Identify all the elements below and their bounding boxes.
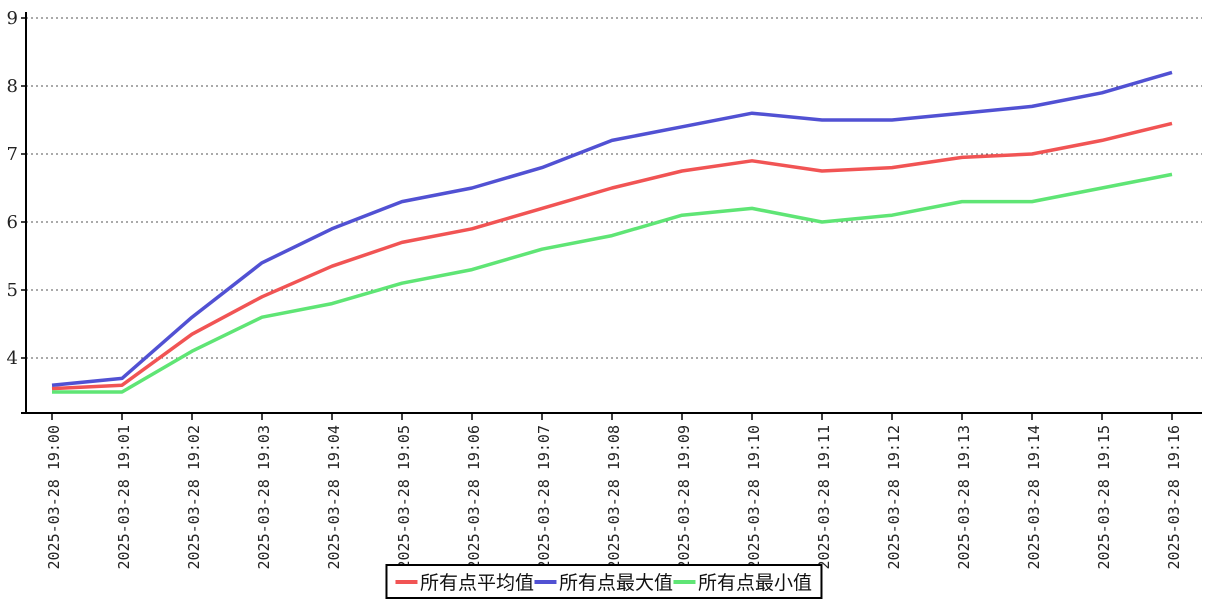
x-axis-label-6: 2025-03-28 19:06: [465, 425, 483, 570]
legend-dash-icon: [394, 579, 417, 584]
x-axis-label-7: 2025-03-28 19:07: [535, 425, 553, 570]
x-axis-label-8: 2025-03-28 19:08: [605, 425, 623, 570]
legend-label: 所有点最大值: [558, 572, 674, 594]
x-axis-label-5: 2025-03-28 19:05: [395, 425, 413, 570]
legend: 所有点平均值 所有点最大值 所有点最小值: [384, 564, 823, 599]
x-axis-label-16: 2025-03-28 19:16: [1165, 425, 1183, 570]
legend-label: 所有点最小值: [698, 572, 813, 594]
x-axis-label-4: 2025-03-28 19:04: [325, 425, 343, 570]
y-axis-label-7: 7: [7, 144, 18, 165]
legend-label: 所有点平均值: [419, 572, 534, 594]
legend-item-2: 所有点最小值: [673, 568, 812, 595]
x-axis-label-10: 2025-03-28 19:10: [745, 425, 763, 570]
x-axis-label-14: 2025-03-28 19:14: [1025, 425, 1043, 570]
series-line-1: [51, 70, 1173, 387]
y-axis-label-8: 8: [7, 76, 18, 97]
x-axis-label-2: 2025-03-28 19:02: [185, 425, 203, 570]
legend-dash-icon: [533, 579, 556, 584]
legend-item-0: 所有点平均值: [394, 568, 534, 595]
legend-item-1: 所有点最大值: [533, 568, 674, 595]
x-axis-label-13: 2025-03-28 19:13: [955, 425, 973, 570]
y-axis-label-4: 4: [7, 348, 18, 369]
x-axis-label-1: 2025-03-28 19:01: [115, 425, 133, 570]
y-axis-label-6: 6: [7, 212, 18, 233]
y-axis-label-9: 9: [7, 8, 18, 29]
x-axis-label-9: 2025-03-28 19:09: [675, 425, 693, 570]
x-axis-label-11: 2025-03-28 19:11: [815, 425, 833, 570]
x-axis-label-15: 2025-03-28 19:15: [1095, 425, 1113, 570]
x-axis-label-12: 2025-03-28 19:12: [885, 425, 903, 570]
series-line-0: [51, 121, 1173, 391]
y-axis-label-5: 5: [7, 280, 18, 301]
x-axis-label-3: 2025-03-28 19:03: [255, 425, 273, 570]
x-axis-label-0: 2025-03-28 19:00: [45, 425, 63, 570]
legend-dash-icon: [673, 579, 696, 584]
series-line-2: [52, 172, 1173, 394]
